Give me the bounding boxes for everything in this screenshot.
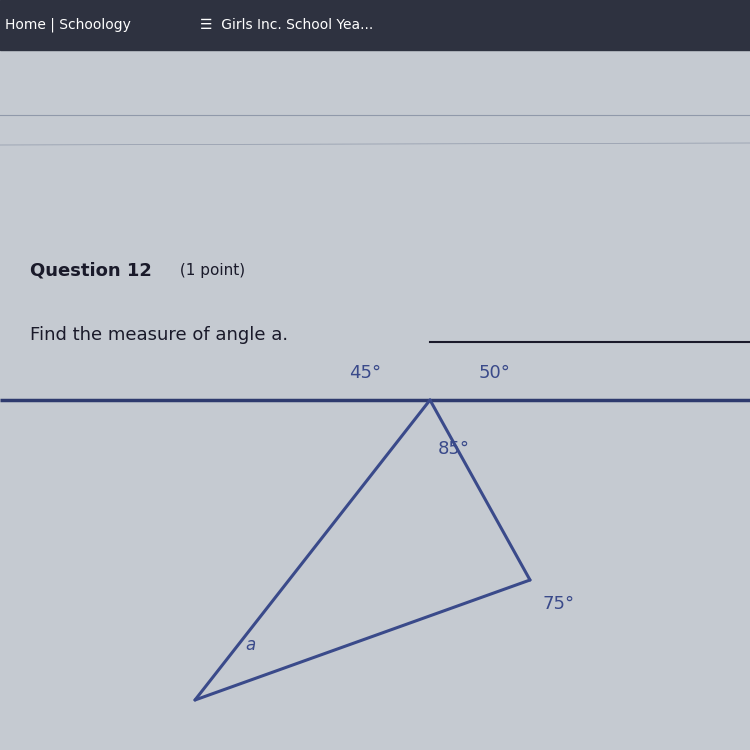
Text: a: a: [244, 636, 255, 654]
Text: 50°: 50°: [479, 364, 511, 382]
Text: Find the measure of angle a.: Find the measure of angle a.: [30, 326, 288, 344]
Bar: [0, 0, 750, 50]
Text: Home | Schoology: Home | Schoology: [5, 18, 130, 32]
Text: (1 point): (1 point): [175, 262, 245, 278]
Text: 45°: 45°: [349, 364, 381, 382]
Text: ☰  Girls Inc. School Yea...: ☰ Girls Inc. School Yea...: [200, 18, 374, 32]
Text: Question 12: Question 12: [30, 261, 152, 279]
Text: 75°: 75°: [542, 595, 574, 613]
Text: 85°: 85°: [438, 440, 470, 458]
